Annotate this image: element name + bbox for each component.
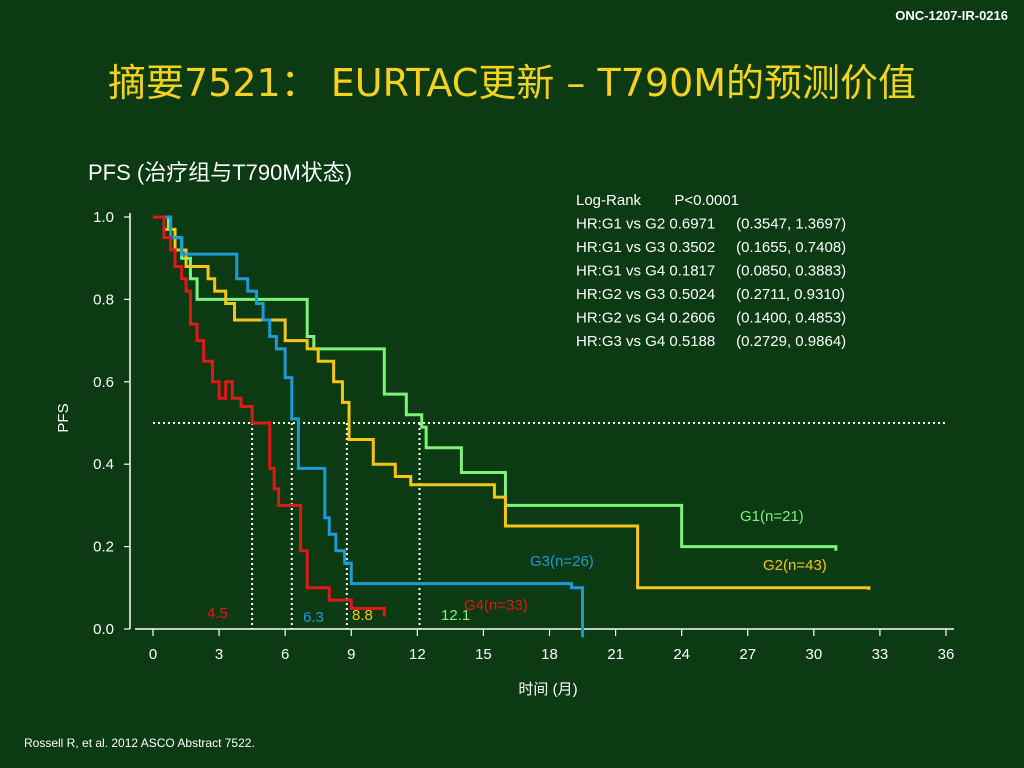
slide-code: ONC-1207-IR-0216 — [895, 8, 1008, 23]
y-tick-label: 0.8 — [93, 291, 114, 308]
median-value-label: 6.3 — [303, 609, 324, 626]
x-tick-label: 9 — [347, 646, 355, 663]
stats-line: HR:G1 vs G4 0.1817 (0.0850, 0.3883) — [576, 263, 846, 280]
stats-line: Log-Rank P<0.0001 — [576, 192, 739, 209]
x-tick-label: 0 — [149, 646, 157, 663]
stats-line: HR:G3 vs G4 0.5188 (0.2729, 0.9864) — [576, 333, 846, 350]
series-labels: G1(n=21) 12.1 G2(n=43) 8.8 G3(n=26) 6.3 G4(n=3… — [207, 508, 827, 626]
series-label: G4(n=33) — [464, 597, 528, 614]
x-tick-label: 21 — [607, 646, 624, 663]
y-tick-label: 0.0 — [93, 621, 114, 638]
chart-title: PFS (治疗组与T790M状态) — [88, 160, 352, 185]
median-value-label: 12.1 — [441, 607, 470, 624]
y-tick-label: 0.2 — [93, 539, 114, 556]
x-tick-label: 12 — [409, 646, 426, 663]
y-axis-label: PFS — [55, 403, 72, 432]
x-tick-label: 18 — [541, 646, 558, 663]
median-lines — [153, 422, 946, 629]
stats-box: Log-Rank P<0.0001 HR:G1 vs G2 0.6971 (0.3… — [576, 192, 846, 350]
series-label: G2(n=43) — [763, 557, 827, 574]
axes: 0 3 6 9 12 15 18 21 24 27 30 33 360.00.20.40.60.81.0 — [93, 209, 954, 663]
x-tick-label: 3 — [215, 646, 223, 663]
x-axis-label: 时间 (月) — [518, 681, 577, 698]
km-curve — [153, 215, 386, 617]
x-tick-label: 36 — [938, 646, 955, 663]
stats-line: HR:G1 vs G2 0.6971 (0.3547, 1.3697) — [576, 216, 846, 233]
y-tick-label: 0.4 — [93, 456, 114, 473]
y-tick-label: 1.0 — [93, 209, 114, 226]
km-curve — [153, 215, 585, 638]
median-value-label: 8.8 — [352, 607, 373, 624]
series-label: G1(n=21) — [740, 508, 804, 525]
citation: Rossell R, et al. 2012 ASCO Abstract 752… — [24, 736, 255, 750]
x-tick-label: 30 — [805, 646, 822, 663]
median-value-label: 4.5 — [207, 605, 228, 622]
x-tick-label: 24 — [673, 646, 690, 663]
series-label: G3(n=26) — [530, 553, 594, 570]
stats-line: HR:G2 vs G3 0.5024 (0.2711, 0.9310) — [576, 286, 845, 303]
x-tick-label: 6 — [281, 646, 289, 663]
x-tick-label: 15 — [475, 646, 492, 663]
stats-line: HR:G1 vs G3 0.3502 (0.1655, 0.7408) — [576, 239, 846, 256]
survival-curves — [153, 215, 871, 638]
y-tick-label: 0.6 — [93, 374, 114, 391]
km-curve — [153, 215, 871, 590]
slide-title: 摘要7521： EURTAC更新 – T790M的预测价值 — [107, 61, 917, 105]
stats-line: HR:G2 vs G4 0.2606 (0.1400, 0.4853) — [576, 310, 846, 327]
x-tick-label: 33 — [872, 646, 889, 663]
x-tick-label: 27 — [739, 646, 756, 663]
